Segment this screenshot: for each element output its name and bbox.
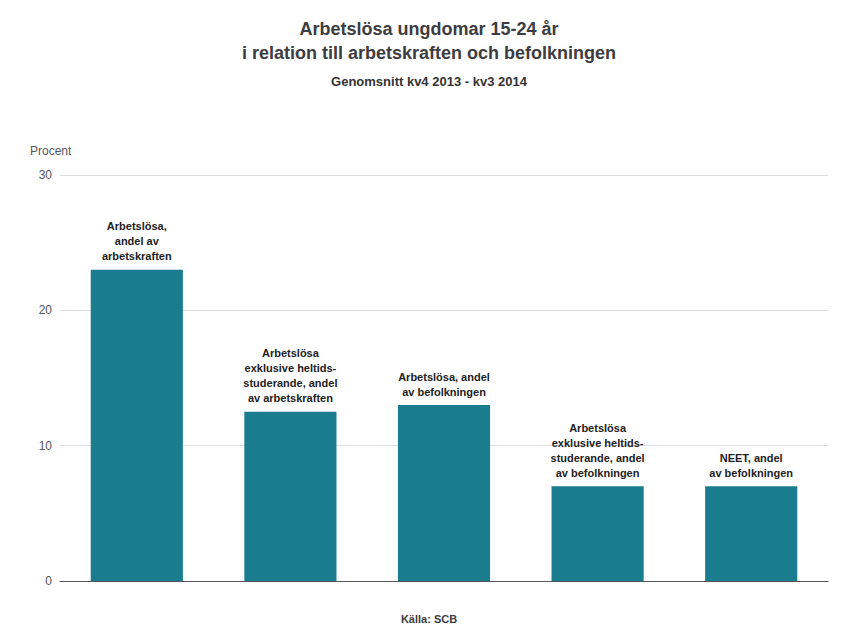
- svg-text:exklusive heltids-: exklusive heltids-: [245, 362, 337, 374]
- svg-text:Arbetslösa, andel: Arbetslösa, andel: [398, 371, 490, 383]
- svg-text:studerande, andel: studerande, andel: [243, 377, 337, 389]
- svg-text:av arbetskraften: av arbetskraften: [248, 392, 333, 404]
- svg-text:andel av: andel av: [115, 235, 160, 247]
- svg-text:av befolkningen: av befolkningen: [709, 467, 793, 479]
- svg-text:Arbetslösa ungdomar 15-24 år: Arbetslösa ungdomar 15-24 år: [299, 19, 558, 39]
- svg-text:Genomsnitt kv4 2013 - kv3 2014: Genomsnitt kv4 2013 - kv3 2014: [331, 74, 528, 89]
- svg-text:arbetskraften: arbetskraften: [102, 250, 172, 262]
- svg-text:10: 10: [39, 439, 53, 453]
- svg-text:Arbetslösa: Arbetslösa: [262, 347, 320, 359]
- svg-text:i relation till arbetskraften: i relation till arbetskraften och befolk…: [242, 43, 616, 63]
- svg-text:Källa: SCB: Källa: SCB: [401, 613, 457, 625]
- svg-text:NEET, andel: NEET, andel: [720, 452, 783, 464]
- svg-text:av befolkningen: av befolkningen: [402, 386, 486, 398]
- svg-text:studerande, andel: studerande, andel: [551, 452, 645, 464]
- svg-text:Arbetslösa,: Arbetslösa,: [107, 220, 167, 232]
- svg-text:Procent: Procent: [30, 144, 72, 158]
- svg-text:30: 30: [39, 168, 53, 182]
- svg-text:Arbetslösa: Arbetslösa: [569, 422, 627, 434]
- svg-text:0: 0: [45, 574, 52, 588]
- svg-text:av befolkningen: av befolkningen: [556, 467, 640, 479]
- svg-text:20: 20: [39, 303, 53, 317]
- svg-text:exklusive heltids-: exklusive heltids-: [552, 437, 644, 449]
